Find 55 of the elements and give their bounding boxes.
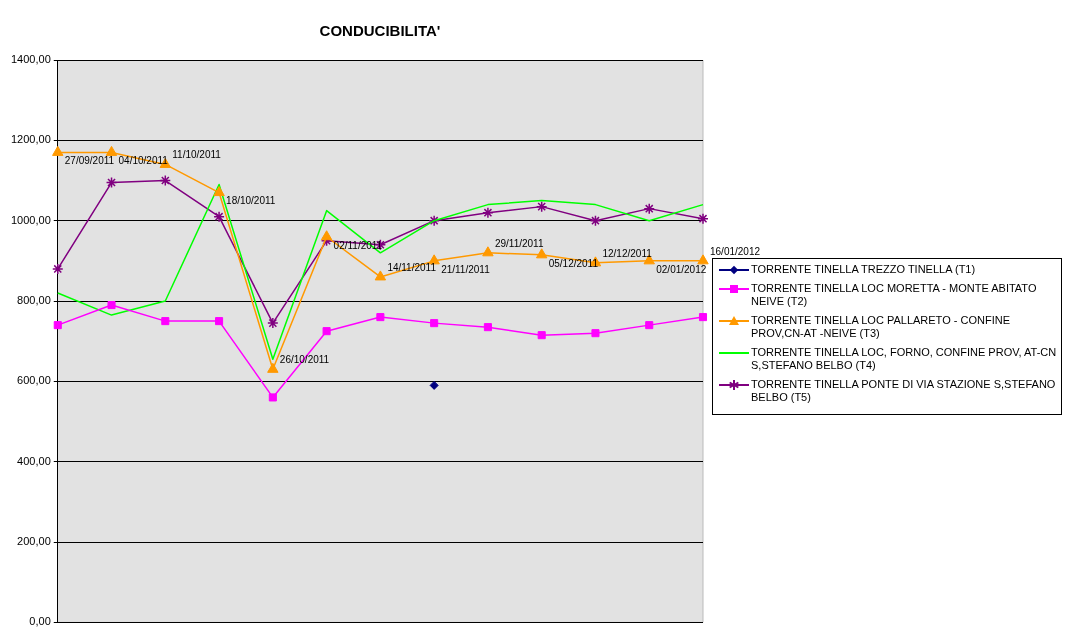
point (376, 313, 385, 322)
point (697, 254, 709, 265)
point (535, 248, 548, 259)
y-tick-label: 1400,00 (11, 53, 51, 66)
legend-label: TORRENTE TINELLA LOC MORETTA - MONTE ABITATO NEIVE (T2) (751, 282, 1037, 307)
y-tick-label: 400,00 (17, 454, 51, 467)
point (105, 176, 118, 189)
data-label: 16/01/2012 (710, 245, 761, 257)
point (52, 145, 64, 156)
y-tick-label: 1000,00 (11, 213, 51, 226)
point (428, 214, 440, 227)
point (322, 327, 331, 336)
point (159, 174, 172, 187)
point (698, 313, 708, 322)
point (213, 186, 225, 197)
chart-title: CONDUCIBILITA' (318, 22, 442, 39)
data-label: 02/01/2012 (656, 263, 707, 275)
point (215, 317, 224, 326)
y-tick-label: 600,00 (17, 374, 51, 387)
point (107, 301, 116, 310)
point (697, 212, 709, 225)
y-tick-label: 0,00 (29, 615, 51, 628)
point (483, 323, 492, 332)
data-label: 18/10/2011 (226, 195, 276, 207)
point (52, 263, 64, 275)
point (591, 329, 600, 338)
y-tick-label: 1200,00 (11, 133, 51, 146)
point (482, 246, 494, 257)
point (320, 230, 333, 241)
point (535, 200, 548, 213)
point (267, 317, 279, 329)
point (643, 202, 655, 215)
data-label: 21/11/2011 (441, 263, 491, 275)
legend-label: TORRENTE TINELLA PONTE DI VIA STAZIONE S,STEFANO BELBO (T5) (751, 378, 1056, 403)
point (430, 319, 439, 328)
point (161, 317, 170, 326)
point (213, 210, 225, 223)
y-tick-label: 200,00 (17, 535, 51, 548)
data-label: 27/09/2011 (64, 155, 115, 167)
data-label: 29/11/2011 (494, 237, 544, 249)
data-label: 11/10/2011 (172, 149, 222, 161)
point (53, 321, 62, 330)
point (374, 270, 387, 281)
point (429, 380, 439, 390)
point (537, 331, 546, 340)
point (482, 206, 494, 219)
y-tick-label: 800,00 (17, 294, 51, 307)
legend-label: TORRENTE TINELLA LOC, FORNO, CONFINE PROV, AT-CN S,STEFANO BELBO (T4) (751, 346, 1057, 371)
point (268, 393, 277, 402)
point (589, 214, 602, 227)
point (105, 145, 118, 156)
legend-label: TORRENTE TINELLA TREZZO TINELLA (T1) (751, 263, 976, 275)
data-label: 12/12/2011 (602, 247, 653, 259)
legend-label: TORRENTE TINELLA LOC PALLARETO - CONFINE PROV,CN-AT -NEIVE (T3) (751, 314, 1010, 339)
point (645, 321, 654, 330)
